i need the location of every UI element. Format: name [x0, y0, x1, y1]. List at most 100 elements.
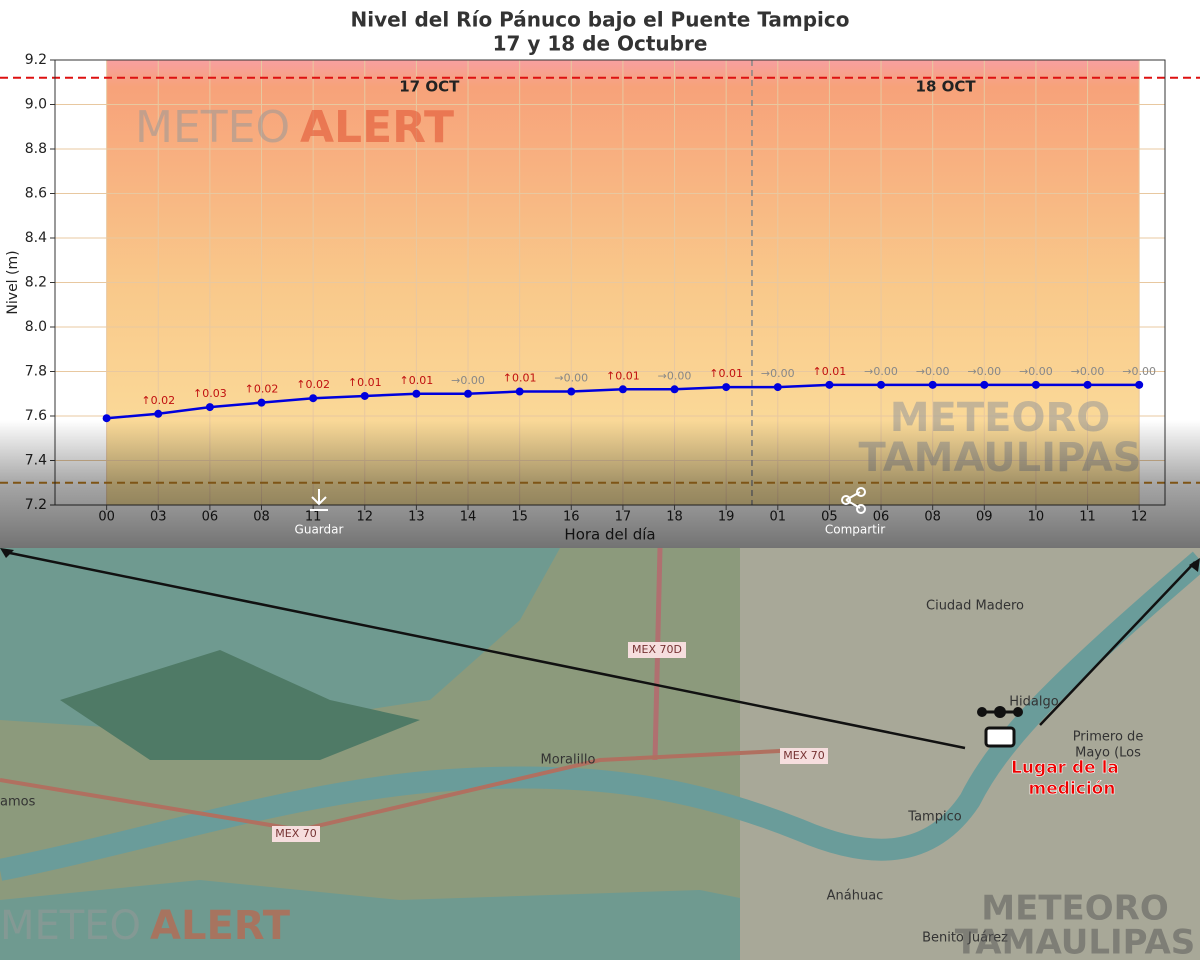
- point: [412, 389, 421, 398]
- map-label: MEX 70: [275, 827, 316, 840]
- x-tick-label: 08: [253, 510, 270, 525]
- day-label: 17 OCT: [399, 78, 460, 96]
- ui-shade: [0, 420, 1200, 548]
- watermark-text: METEO: [135, 102, 290, 153]
- change-label: ↑0.02: [141, 394, 175, 407]
- y-tick-label: 8.6: [25, 186, 47, 202]
- change-label: →0.00: [554, 372, 588, 385]
- point: [1031, 380, 1040, 389]
- share-icon: [841, 495, 851, 505]
- shield: [272, 826, 320, 842]
- x-tick-label: 06: [202, 510, 219, 525]
- map-road: [0, 748, 801, 833]
- map-label: Moralillo: [541, 753, 596, 768]
- point: [773, 383, 782, 392]
- change-label: →0.00: [451, 374, 485, 387]
- point: [360, 391, 369, 400]
- map-label: Tampico: [907, 810, 961, 825]
- point: [722, 383, 731, 392]
- y-tick-label: 8.8: [25, 141, 47, 157]
- x-tick-label: 11: [1079, 510, 1096, 525]
- watermark-text: ALERT: [300, 102, 454, 153]
- x-tick-label: 03: [150, 510, 167, 525]
- shield: [628, 642, 686, 658]
- point: [618, 385, 627, 394]
- share-label: Compartir: [825, 523, 885, 537]
- point: [877, 380, 886, 389]
- share-button[interactable]: Compartir: [825, 487, 885, 537]
- point: [464, 389, 473, 398]
- save-icon: [310, 489, 328, 511]
- change-label: →0.00: [916, 365, 950, 378]
- y-tick-label: 7.8: [25, 364, 47, 380]
- x-tick-label: 08: [924, 510, 941, 525]
- change-label: ↑0.01: [348, 376, 382, 389]
- change-label: ↑0.01: [503, 372, 537, 385]
- map-label: Benito Juárez: [922, 931, 1008, 946]
- change-label: ↑0.01: [606, 369, 640, 382]
- share-icon: [856, 487, 866, 497]
- point: [257, 398, 266, 407]
- map-label: Mayo (Los: [1075, 746, 1141, 761]
- x-axis-label: Hora del día: [564, 526, 655, 544]
- map-label: Ciudad Madero: [926, 599, 1024, 614]
- x-tick-label: 10: [1028, 510, 1045, 525]
- marker-label: Lugar de la: [1011, 758, 1119, 778]
- x-tick-label: 18: [666, 510, 683, 525]
- change-label: ↑0.02: [296, 378, 330, 391]
- x-tick-label: 01: [770, 510, 787, 525]
- map-watermark: METEO ALERT METEORO TAMAULIPAS: [0, 889, 1195, 960]
- y-tick-label: 8.0: [25, 319, 47, 335]
- change-label: ↑0.01: [813, 365, 847, 378]
- x-tick-label: 06: [873, 510, 890, 525]
- y-axis-label: Nivel (m): [5, 250, 21, 314]
- change-label: ↑0.01: [709, 367, 743, 380]
- x-tick-label: 12: [356, 510, 373, 525]
- y-tick-label: 8.4: [25, 230, 47, 246]
- x-tick-label: 11: [305, 510, 322, 525]
- change-label: ↑0.03: [193, 387, 227, 400]
- map-label: Anáhuac: [827, 889, 884, 904]
- point: [1135, 380, 1144, 389]
- change-label: →0.00: [1071, 365, 1105, 378]
- map-arrow: [4, 550, 1196, 750]
- change-label: →0.00: [1122, 365, 1156, 378]
- x-tick-label: 16: [563, 510, 580, 525]
- x-tick-label: 19: [718, 510, 735, 525]
- save-button[interactable]: Guardar: [295, 489, 344, 537]
- x-tick-label: 14: [460, 510, 477, 525]
- x-tick-label: 09: [976, 510, 993, 525]
- point: [205, 403, 214, 412]
- shield: [780, 748, 828, 764]
- watermark-text: METEO: [0, 903, 141, 949]
- point: [928, 380, 937, 389]
- y-tick-label: 8.2: [25, 275, 47, 291]
- watermark-text: METEORO: [981, 889, 1168, 929]
- gauge-icon: [977, 706, 1023, 748]
- change-label: →0.00: [864, 365, 898, 378]
- watermark-text: ALERT: [150, 903, 291, 949]
- x-tick-label: 17: [615, 510, 632, 525]
- point: [980, 380, 989, 389]
- y-tick-label: 9.0: [25, 97, 47, 113]
- x-tick-label: 05: [821, 510, 838, 525]
- x-tick-label: 00: [98, 510, 115, 525]
- day-label: 18 OCT: [916, 78, 977, 96]
- chart-subtitle: 17 y 18 de Octubre: [493, 32, 708, 56]
- y-tick-label: 9.2: [25, 52, 47, 68]
- x-axis: 00 03 06 08 11 12 13 14 15 16 17 18 19 01 05 06 08 09 10 11…: [98, 505, 1147, 544]
- map-label: amos: [0, 795, 36, 810]
- share-icon: [856, 504, 866, 514]
- change-label: ↑0.01: [400, 374, 434, 387]
- point: [1083, 380, 1092, 389]
- point: [567, 387, 576, 396]
- map-wetland: [60, 650, 420, 760]
- x-tick-label: 13: [408, 510, 425, 525]
- chart-title: Nivel del Río Pánuco bajo el Puente Tamp…: [350, 8, 849, 32]
- point: [825, 380, 834, 389]
- x-tick-label: 15: [511, 510, 528, 525]
- map: Lugar de la medición Ciudad Madero Tampi…: [0, 547, 1200, 960]
- change-label: →0.00: [1019, 365, 1053, 378]
- watermark-text: TAMAULIPAS: [955, 923, 1196, 960]
